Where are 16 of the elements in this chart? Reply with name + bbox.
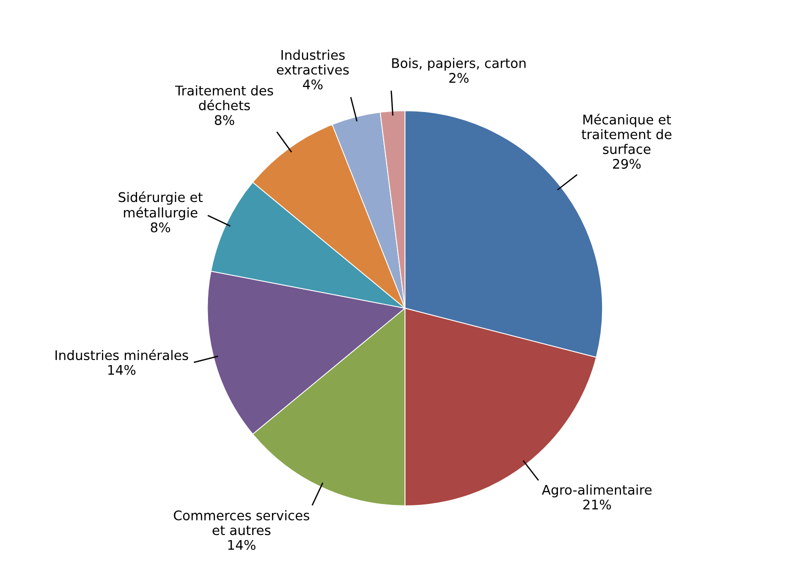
- slice-label: Mécanique et traitement de surface: [582, 114, 672, 154]
- data-label: 8%: [214, 115, 234, 126]
- data-label: 21%: [583, 500, 611, 510]
- data-label: 14%: [228, 540, 256, 550]
- data-label: 2%: [449, 72, 469, 83]
- slice-label: Agro-alimentaire: [542, 484, 652, 498]
- slice-label: Industries extractives: [276, 50, 349, 75]
- slice-label: Sidérurgie et métallurgie: [118, 191, 203, 220]
- data-label: 8%: [150, 222, 170, 232]
- slice-label: Traitement des déchets: [175, 85, 274, 110]
- slice-label: Commerces services et autres: [174, 510, 310, 536]
- data-label: 29%: [613, 158, 641, 169]
- data-label: 4%: [302, 79, 323, 90]
- data-label: 14%: [108, 364, 136, 375]
- slice-label: Industries minérales: [56, 349, 188, 360]
- slice-label: Bois, papiers, carton: [392, 58, 526, 71]
